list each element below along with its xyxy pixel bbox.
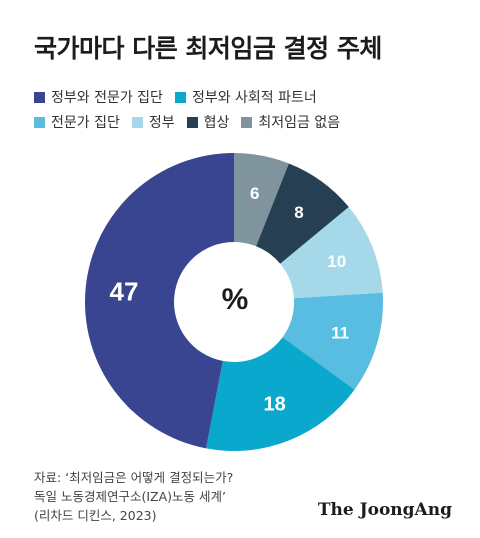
source-line-3: (리차드 디킨스, 2023) (34, 508, 157, 523)
legend-label: 최저임금 없음 (258, 115, 341, 131)
donut-value-labels: 6 8 10 11 18 47 (110, 184, 350, 416)
legend-label: 정부 (148, 115, 175, 131)
legend-swatch (174, 91, 186, 103)
legend-label: 정부와 전문가 집단 (51, 90, 163, 106)
donut-value-label-5: 6 (250, 184, 259, 203)
legend-item-experts: 전문가 집단 (34, 112, 120, 132)
legend-label: 협상 (203, 115, 230, 131)
donut-value-label-4: 8 (294, 203, 303, 222)
donut-slice-2 (282, 292, 384, 390)
legend-swatch (34, 116, 45, 128)
donut-slice-0 (85, 153, 235, 449)
donut-value-label-3: 10 (327, 252, 346, 271)
source-line-2: 독일 노동경제연구소(IZA)노동 세계’ (34, 489, 226, 504)
donut-value-label-2: 11 (331, 323, 349, 342)
legend-label: 정부와 사회적 파트너 (191, 90, 317, 106)
donut-value-label-1: 18 (264, 394, 286, 416)
legend-swatch (34, 91, 45, 103)
legend-item-negotiation: 협상 (186, 112, 230, 132)
legend-swatch (241, 116, 253, 128)
legend: 정부와 전문가 집단 정부와 사회적 파트너 전문가 집단 정부 협상 최저임금… (34, 86, 454, 136)
brand-logo: The JoongAng (317, 500, 452, 520)
source-note: 자료: ‘최저임금은 어떻게 결정되는가? 독일 노동경제연구소(IZA)노동 … (34, 468, 233, 525)
chart-title: 국가마다 다른 최저임금 결정 주체 (34, 34, 382, 63)
legend-swatch (131, 116, 143, 128)
legend-item-gov-social: 정부와 사회적 파트너 (174, 87, 317, 107)
legend-swatch (186, 116, 198, 128)
donut-slice-5 (234, 153, 289, 247)
legend-row-1: 정부와 전문가 집단 정부와 사회적 파트너 (34, 86, 454, 108)
donut-slice-3 (280, 207, 383, 299)
legend-item-no-min-wage: 최저임금 없음 (241, 112, 340, 132)
legend-item-gov: 정부 (131, 112, 175, 132)
donut-slices (85, 153, 384, 451)
donut-slice-4 (256, 163, 349, 264)
legend-row-2: 전문가 집단 정부 협상 최저임금 없음 (34, 111, 454, 133)
donut-value-label-0: 47 (110, 277, 139, 307)
donut-slice-1 (206, 337, 355, 451)
legend-item-gov-experts: 정부와 전문가 집단 (34, 87, 163, 107)
legend-label: 전문가 집단 (51, 115, 120, 131)
center-unit-label: % (222, 283, 249, 316)
source-line-1: 자료: ‘최저임금은 어떻게 결정되는가? (34, 470, 234, 485)
